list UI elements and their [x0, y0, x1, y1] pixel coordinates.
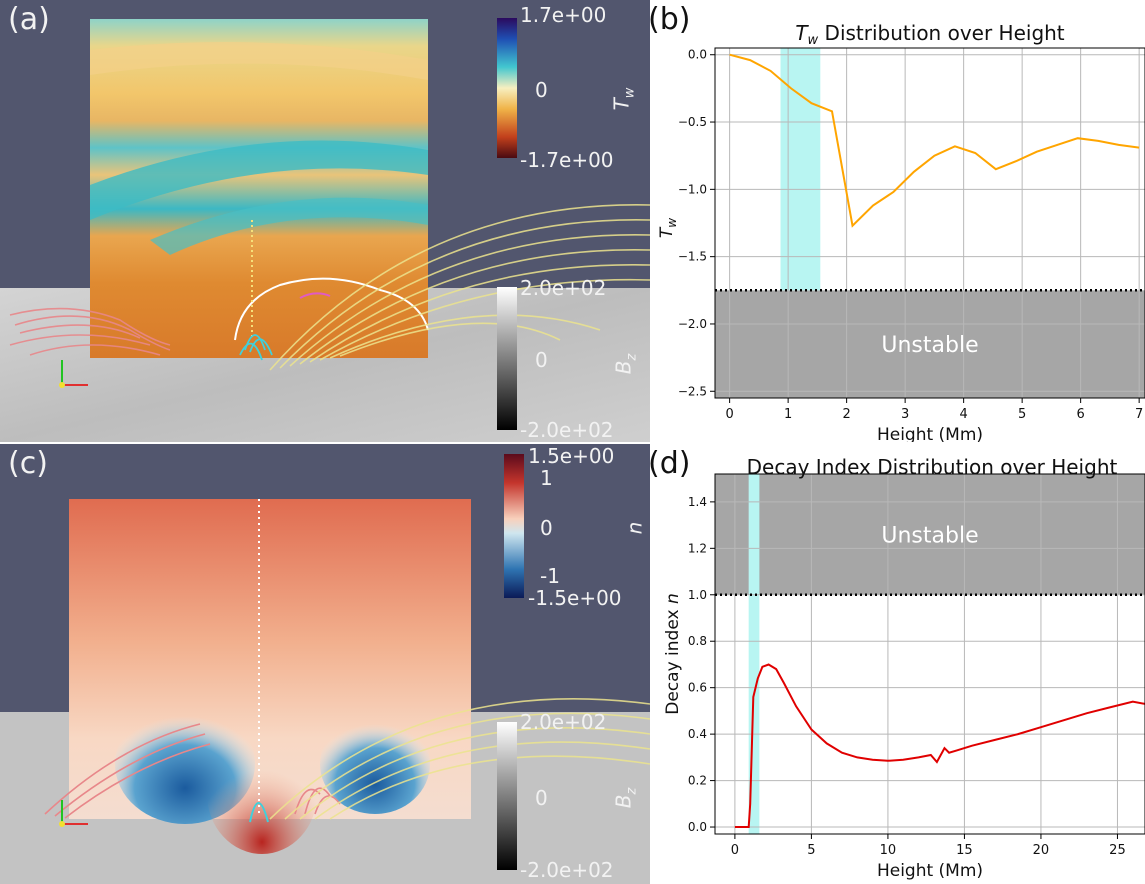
colorbar-tick: 2.0e+02: [520, 276, 607, 300]
y-tick-label: 1.2: [688, 541, 707, 555]
colorbar-tick: 0: [535, 348, 548, 372]
panel-c-scene: [0, 454, 650, 884]
colorbar-title: n: [622, 521, 647, 535]
x-axis-label: Height (Mm): [877, 861, 983, 881]
panel-c-3d-view: (c) 1.5e+00 1 0 -1 -1.5e+00 n 2.0e+02 0 …: [0, 444, 650, 884]
tw-slice-band: [90, 140, 428, 220]
y-tick-label: 0.0: [688, 48, 707, 62]
colorbar-tick: -1.7e+00: [520, 148, 614, 172]
tw-colorbar: [497, 18, 517, 158]
panel-a-scene: [0, 18, 650, 442]
x-axis-label: Height (Mm): [877, 425, 983, 442]
unstable-label: Unstable: [881, 523, 978, 548]
n-slice-lobe: [320, 714, 430, 814]
chart-title: Decay Index Distribution over Height: [747, 455, 1118, 479]
x-tick-label: 5: [1018, 407, 1026, 422]
x-tick-label: 1: [784, 407, 792, 422]
field-lines-yellow: [269, 698, 650, 820]
tw-slice-band: [90, 42, 428, 80]
x-tick-label: 0: [725, 407, 733, 422]
colorbar-tick: 0: [535, 78, 548, 102]
field-lines-yellow: [269, 204, 650, 371]
x-tick-label: 6: [1077, 407, 1085, 422]
tw-contour: [299, 292, 331, 299]
highlight-band: [748, 474, 760, 834]
panel-label: (a): [8, 2, 50, 37]
tw-slice-band: [150, 197, 428, 255]
n-slice-core: [207, 734, 317, 854]
unstable-label: Unstable: [881, 333, 978, 358]
tw-line-chart: Unstable 0 1 2 3 4 5 6 7 0.0 −0.5 −1.0 −1.5 −2.0 −2.5 H…: [657, 21, 1145, 442]
axes-gizmo: [59, 360, 88, 388]
axes-gizmo: [59, 800, 88, 827]
unstable-region: [715, 290, 1145, 398]
n-colorbar: [504, 454, 524, 598]
colorbar-tick: -1: [540, 564, 560, 588]
panel-d-chart: (d) Unstable 0 5 10 15 20 25 0.0 0.2 0.4 0.6 0.8 1.0…: [650, 444, 1145, 884]
series-line: [729, 53, 1140, 228]
y-tick-label: 1.0: [688, 588, 707, 602]
colorbar-tick: 0: [540, 516, 553, 540]
x-tick-label: 3: [901, 407, 909, 422]
x-tick-label: 10: [880, 843, 897, 858]
x-tick-label: 20: [1033, 843, 1050, 858]
x-tick-label: 7: [1135, 407, 1143, 422]
y-tick-label: −2.5: [678, 384, 707, 398]
x-tick-label: 2: [842, 407, 850, 422]
y-axis-label: Tw: [657, 218, 679, 238]
y-tick-label: −0.5: [678, 115, 707, 129]
y-tick-label: −1.5: [678, 250, 707, 264]
field-lines-red: [9, 307, 171, 356]
chart-title: Tw Distribution over Height: [795, 21, 1064, 48]
y-tick-label: 0.6: [688, 681, 707, 695]
field-lines-cyan: [239, 334, 273, 361]
colorbar-tick: -1.5e+00: [528, 586, 622, 610]
y-tick-label: 1.4: [688, 495, 707, 509]
highlight-band: [780, 48, 821, 291]
colorbar-title: Bz: [611, 353, 640, 375]
panel-a-3d-view: (a) 1.7e+00 0 -1.7e+00 Tw 2.0e+02 0 -2.0…: [0, 0, 650, 442]
y-tick-label: 0.8: [688, 634, 707, 648]
panel-b-chart: (b) Unstable 0 1 2 3 4 5 6 7 0.0 −0.5 −1.0 −1.5 −2.0 −…: [650, 0, 1145, 442]
decay-index-line-chart: Unstable 0 5 10 15 20 25 0.0 0.2 0.4 0.6 0.8 1.0 1.2 1…: [663, 455, 1145, 881]
colorbar-tick: 1: [540, 466, 553, 490]
colorbar-tick: 0: [535, 786, 548, 810]
x-tick-label: 5: [807, 843, 815, 858]
unstable-region: [715, 474, 1145, 595]
x-tick-label: 15: [956, 843, 973, 858]
tw-contour: [234, 277, 429, 341]
y-tick-label: 0.4: [688, 727, 707, 741]
y-axis-label: Decay index n: [663, 593, 683, 714]
colorbar-tick: 2.0e+02: [520, 710, 607, 734]
panel-label: (d): [650, 446, 691, 481]
plot-frame: [714, 47, 1145, 399]
x-tick-label: 25: [1109, 843, 1126, 858]
colorbar-tick: -2.0e+02: [520, 858, 614, 882]
colorbar-tick: 1.5e+00: [528, 444, 615, 468]
bz-colorbar: [497, 722, 517, 870]
x-tick-label: 4: [959, 407, 967, 422]
series-line: [734, 663, 1145, 828]
y-tick-label: 0.2: [688, 774, 707, 788]
y-tick-label: −2.0: [678, 317, 707, 331]
plot-frame: [714, 473, 1145, 835]
panel-label: (c): [8, 446, 48, 481]
x-tick-label: 0: [731, 843, 739, 858]
field-lines-cyan: [249, 802, 269, 823]
colorbar-tick: -2.0e+02: [520, 418, 614, 442]
field-lines-red: [44, 723, 341, 819]
panel-label: (b): [650, 2, 691, 37]
y-tick-label: −1.0: [678, 182, 707, 196]
colorbar-tick: 1.7e+00: [520, 3, 607, 27]
bz-colorbar: [497, 287, 517, 430]
colorbar-title: Bz: [611, 787, 640, 809]
colorbar-title: Tw: [609, 87, 638, 111]
y-tick-label: 0.0: [688, 820, 707, 834]
